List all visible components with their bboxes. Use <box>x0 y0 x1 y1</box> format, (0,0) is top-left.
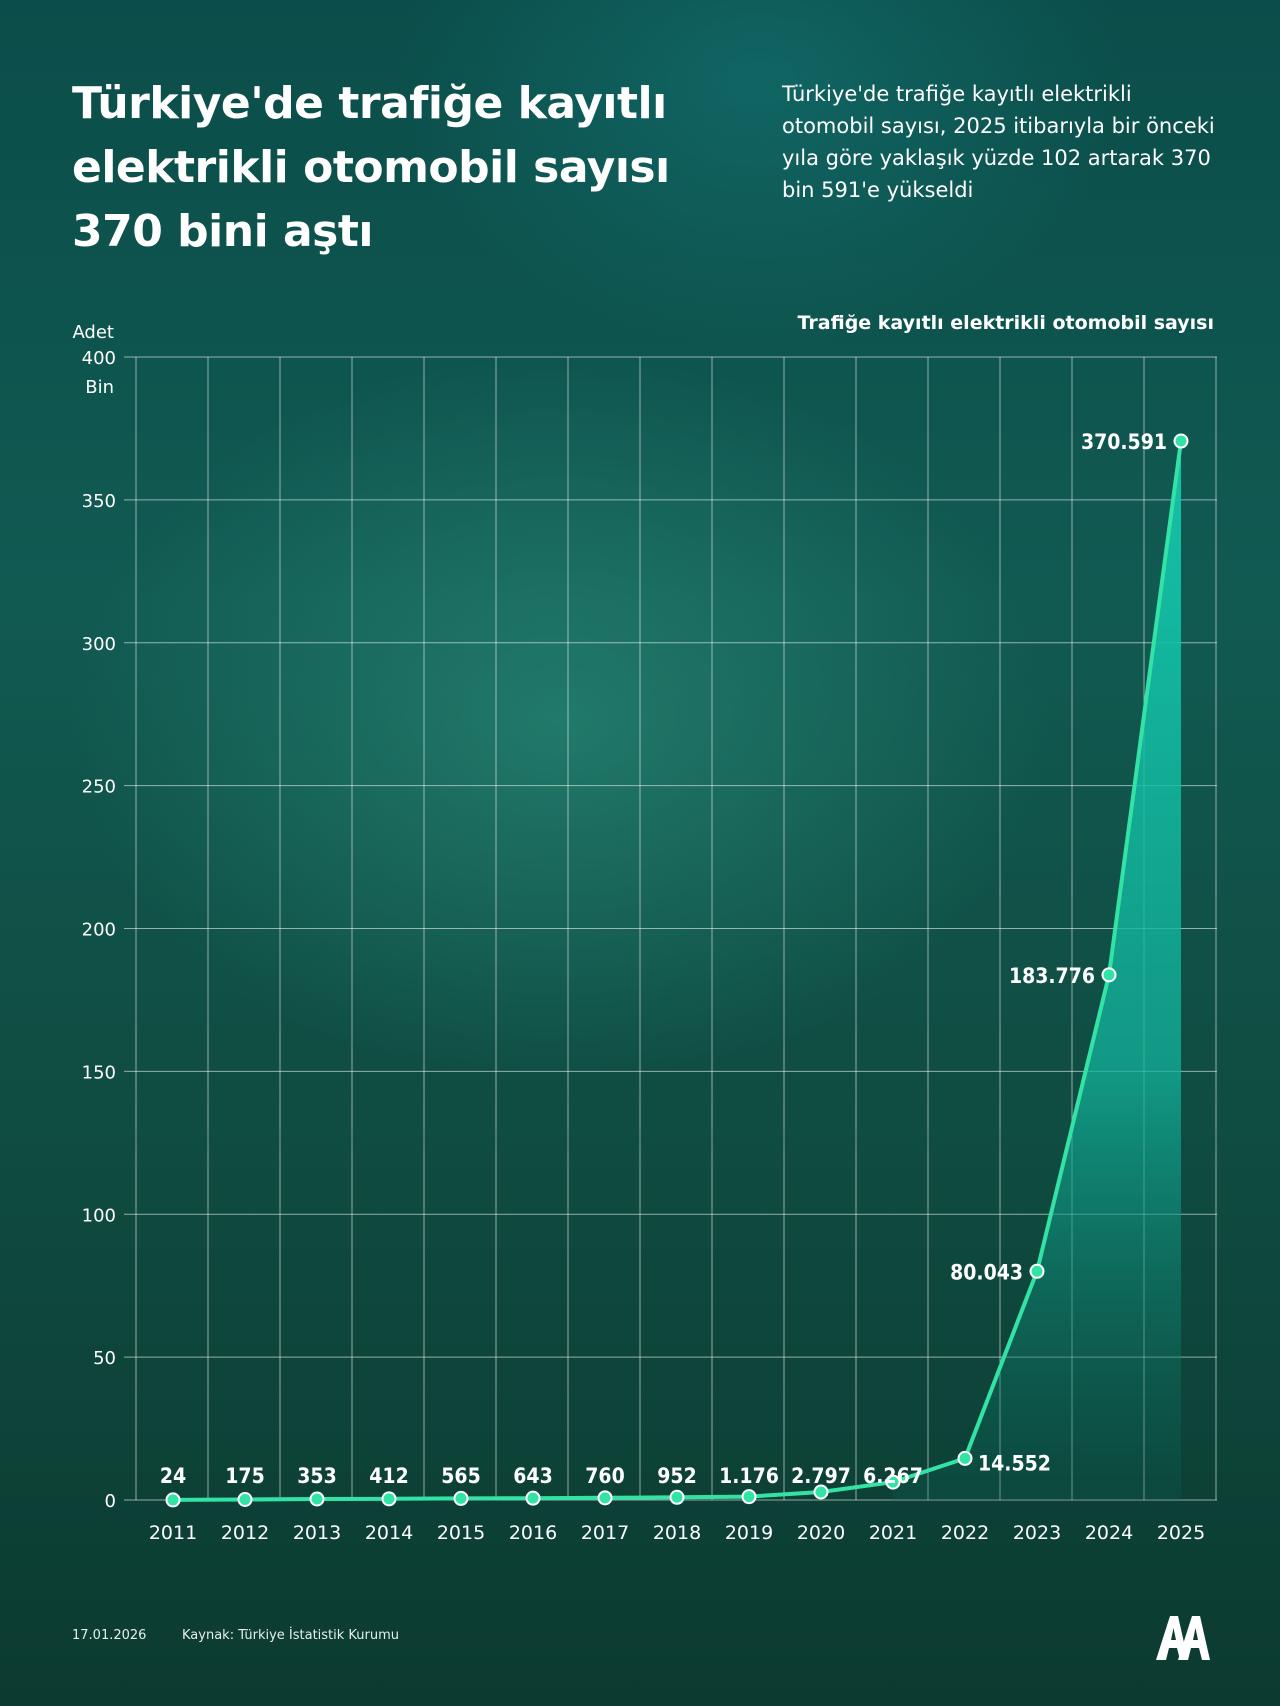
data-point <box>309 1491 325 1507</box>
x-tick-label: 2013 <box>293 1522 341 1544</box>
data-label: 6.267 <box>863 1464 923 1488</box>
data-point <box>381 1491 397 1507</box>
data-point <box>885 1474 901 1490</box>
y-tick-label: 150 <box>82 1062 116 1083</box>
data-label: 2.797 <box>791 1464 851 1488</box>
data-point <box>669 1489 685 1505</box>
area-fill <box>893 441 1181 1500</box>
y-unit-top: Adet <box>72 322 114 343</box>
y-tick-label: 350 <box>82 491 116 512</box>
x-tick-label: 2023 <box>1013 1522 1061 1544</box>
x-tick-label: 2019 <box>725 1522 773 1544</box>
y-tick-label: 250 <box>82 777 116 798</box>
y-tick-label: 100 <box>82 1205 116 1226</box>
data-label: 370.591 <box>1081 430 1167 454</box>
data-point <box>1101 967 1117 983</box>
footer-source: Kaynak: Türkiye İstatistik Kurumu <box>182 1628 400 1643</box>
data-point <box>453 1490 469 1506</box>
data-point <box>1173 433 1189 449</box>
data-label: 24 <box>160 1464 186 1488</box>
x-tick-label: 2018 <box>653 1522 701 1544</box>
data-label: 412 <box>369 1464 408 1488</box>
data-label: 565 <box>441 1464 480 1488</box>
data-point <box>741 1489 757 1505</box>
data-label: 175 <box>225 1464 264 1488</box>
y-tick-label: 50 <box>93 1348 116 1369</box>
x-tick-label: 2011 <box>149 1522 197 1544</box>
x-tick-label: 2021 <box>869 1522 917 1544</box>
data-point <box>525 1490 541 1506</box>
data-point <box>813 1484 829 1500</box>
x-tick-label: 2017 <box>581 1522 629 1544</box>
x-tick-label: 2015 <box>437 1522 485 1544</box>
x-tick-label: 2024 <box>1085 1522 1133 1544</box>
data-label: 80.043 <box>950 1260 1023 1284</box>
y-unit-bottom: Bin <box>85 377 114 398</box>
x-tick-label: 2022 <box>941 1522 989 1544</box>
page-subtitle: Türkiye'de trafiğe kayıtlı elektrikli ot… <box>782 82 1215 202</box>
data-label: 14.552 <box>978 1451 1051 1475</box>
y-tick-label: 200 <box>82 920 116 941</box>
data-label: 952 <box>657 1464 696 1488</box>
y-tick-label: 300 <box>82 634 116 655</box>
series-title: Trafiğe kayıtlı elektrikli otomobil sayı… <box>797 312 1214 334</box>
x-tick-label: 2016 <box>509 1522 557 1544</box>
y-tick-label: 400 <box>82 348 116 369</box>
data-label: 1.176 <box>719 1464 779 1488</box>
data-label: 353 <box>297 1464 336 1488</box>
y-tick-label: 0 <box>105 1491 116 1512</box>
data-point <box>1029 1263 1045 1279</box>
data-point <box>957 1450 973 1466</box>
data-label: 760 <box>585 1464 624 1488</box>
x-tick-label: 2020 <box>797 1522 845 1544</box>
x-tick-label: 2014 <box>365 1522 413 1544</box>
x-tick-label: 2025 <box>1157 1522 1205 1544</box>
page-title: Türkiye'de trafiğe kayıtlı elektrikli ot… <box>72 78 670 257</box>
data-label: 643 <box>513 1464 552 1488</box>
aa-logo-icon <box>1156 1616 1210 1660</box>
x-tick-label: 2012 <box>221 1522 269 1544</box>
data-point <box>165 1492 181 1508</box>
data-label: 183.776 <box>1009 964 1095 988</box>
data-point <box>597 1490 613 1506</box>
footer-date: 17.01.2026 <box>72 1628 147 1643</box>
data-point <box>237 1491 253 1507</box>
